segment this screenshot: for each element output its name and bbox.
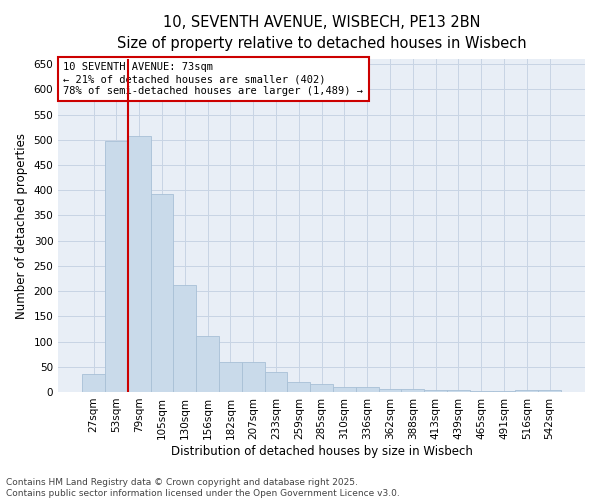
Bar bbox=[538, 390, 561, 392]
Y-axis label: Number of detached properties: Number of detached properties bbox=[15, 132, 28, 318]
Bar bbox=[470, 391, 493, 392]
Bar bbox=[105, 141, 128, 392]
Bar bbox=[447, 390, 470, 392]
Bar bbox=[424, 390, 447, 392]
Bar bbox=[515, 390, 538, 392]
Title: 10, SEVENTH AVENUE, WISBECH, PE13 2BN
Size of property relative to detached hous: 10, SEVENTH AVENUE, WISBECH, PE13 2BN Si… bbox=[117, 15, 526, 51]
Bar bbox=[242, 362, 265, 392]
Bar bbox=[401, 390, 424, 392]
Bar bbox=[265, 372, 287, 392]
Bar bbox=[333, 387, 356, 392]
Bar bbox=[151, 194, 173, 392]
Text: 10 SEVENTH AVENUE: 73sqm
← 21% of detached houses are smaller (402)
78% of semi-: 10 SEVENTH AVENUE: 73sqm ← 21% of detach… bbox=[64, 62, 364, 96]
Bar bbox=[128, 136, 151, 392]
Bar bbox=[173, 285, 196, 392]
Bar bbox=[219, 362, 242, 392]
Bar bbox=[493, 391, 515, 392]
Bar bbox=[82, 374, 105, 392]
Bar bbox=[379, 390, 401, 392]
Bar bbox=[287, 382, 310, 392]
Bar bbox=[356, 387, 379, 392]
X-axis label: Distribution of detached houses by size in Wisbech: Distribution of detached houses by size … bbox=[170, 444, 473, 458]
Bar bbox=[310, 384, 333, 392]
Bar bbox=[196, 336, 219, 392]
Text: Contains HM Land Registry data © Crown copyright and database right 2025.
Contai: Contains HM Land Registry data © Crown c… bbox=[6, 478, 400, 498]
